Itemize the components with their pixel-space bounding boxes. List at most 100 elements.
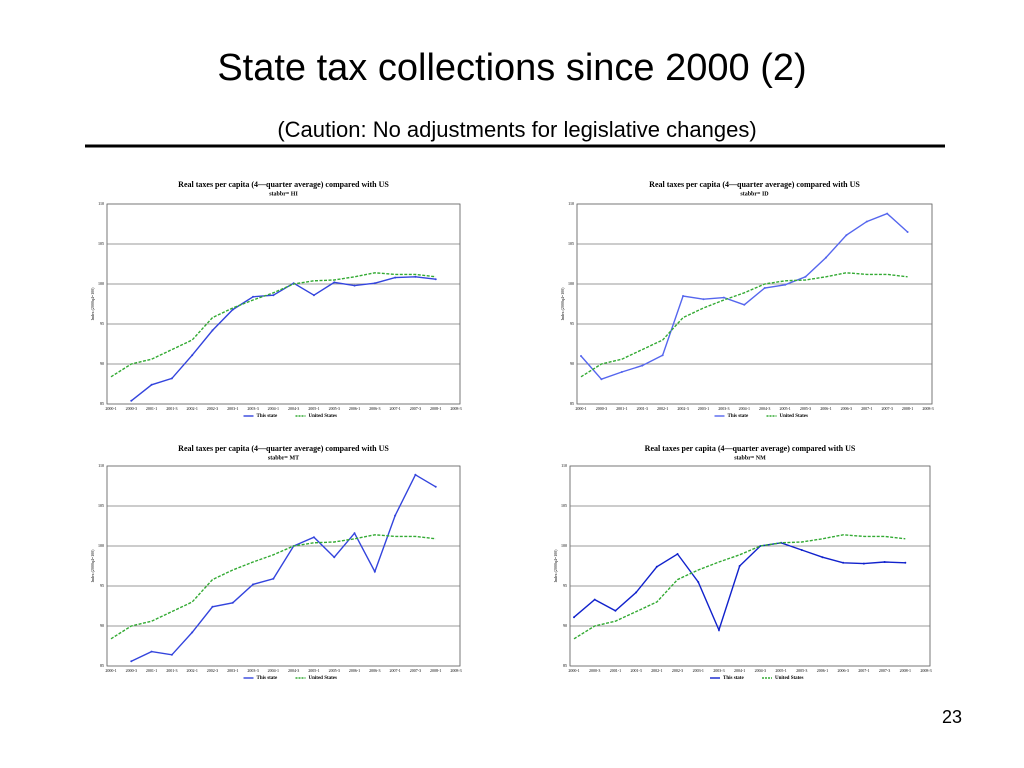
chart-subtitle: stabbr= NM [734, 455, 766, 461]
legend-label: This state [257, 414, 278, 419]
y-tick-label: 95 [100, 321, 104, 326]
point [414, 473, 417, 476]
y-tick-label: 100 [98, 543, 104, 548]
y-axis-label: Index (2000q4=100) [560, 287, 565, 321]
y-tick-label: 110 [98, 201, 104, 206]
y-tick-label: 90 [100, 361, 104, 366]
point [191, 354, 194, 357]
y-tick-label: 95 [570, 321, 574, 326]
y-tick-label: 100 [561, 543, 567, 548]
x-tick-label: 2006-1 [349, 406, 360, 411]
point [434, 278, 437, 281]
legend-label: United States [775, 676, 804, 681]
point [620, 371, 623, 373]
x-tick-label: 2004-3 [288, 406, 299, 411]
x-tick-label: 2001-3 [630, 668, 641, 673]
chart-title: Real taxes per capita (4—quarter average… [178, 444, 389, 453]
y-tick-label: 105 [561, 503, 567, 508]
y-axis-label: Index (2000q4=100) [553, 549, 558, 583]
page-number: 23 [942, 707, 962, 727]
x-tick-label: 2004-3 [755, 668, 766, 673]
y-tick-label: 100 [98, 281, 104, 286]
x-tick-label: 2002-1 [651, 668, 662, 673]
x-tick-label: 2002-1 [187, 406, 198, 411]
x-tick-label: 2000-1 [105, 668, 116, 673]
x-tick-label: 2000-3 [126, 406, 137, 411]
point [722, 296, 725, 299]
point [333, 556, 336, 559]
x-tick-label: 2008-3 [450, 406, 461, 411]
point [883, 561, 886, 563]
point [353, 284, 356, 287]
x-tick-label: 2006-3 [841, 406, 852, 411]
x-tick-label: 2003-1 [698, 406, 709, 411]
x-tick-label: 2004-3 [288, 668, 299, 673]
x-tick-label: 2005-3 [800, 406, 811, 411]
x-tick-label: 2002-3 [207, 406, 218, 411]
y-tick-label: 95 [563, 583, 567, 588]
x-tick-label: 2003-3 [718, 406, 729, 411]
legend-label: United States [309, 676, 338, 681]
x-tick-label: 2001-3 [637, 406, 648, 411]
x-tick-label: 2000-3 [596, 406, 607, 411]
y-tick-label: 85 [100, 663, 104, 668]
x-tick-label: 2006-3 [838, 668, 849, 673]
point [130, 660, 133, 663]
plot-frame [106, 203, 461, 405]
x-tick-label: 2005-1 [775, 668, 786, 673]
point [130, 399, 133, 402]
x-tick-label: 2003-3 [247, 406, 258, 411]
x-tick-label: 2002-1 [657, 406, 668, 411]
series-line [580, 272, 908, 378]
x-tick-label: 2005-3 [796, 668, 807, 673]
x-tick-label: 2004-3 [759, 406, 770, 411]
legend-label: This state [723, 676, 744, 681]
x-tick-label: 2005-1 [308, 668, 319, 673]
chart-title: Real taxes per capita (4—quarter average… [649, 180, 860, 189]
y-tick-label: 110 [98, 463, 104, 468]
point [394, 514, 397, 517]
x-tick-label: 2003-1 [227, 406, 238, 411]
series-line [130, 276, 436, 402]
point [150, 383, 153, 386]
point [906, 231, 909, 233]
point [573, 616, 575, 619]
legend-label: United States [780, 414, 809, 419]
x-tick-label: 2007-3 [410, 406, 421, 411]
y-tick-label: 110 [561, 463, 567, 468]
x-tick-label: 2006-1 [349, 668, 360, 673]
point [211, 329, 214, 332]
x-tick-label: 2004-1 [268, 406, 279, 411]
point [717, 629, 720, 631]
point [373, 570, 376, 573]
y-tick-label: 90 [563, 623, 567, 628]
point [655, 565, 658, 568]
point [842, 561, 845, 564]
x-tick-label: 2006-1 [817, 668, 828, 673]
y-tick-label: 105 [568, 241, 574, 246]
x-tick-label: 2005-1 [779, 406, 790, 411]
chart-subtitle: stabbr= MT [268, 455, 299, 461]
x-tick-label: 2007-1 [861, 406, 872, 411]
plot-frame [576, 203, 933, 405]
legend-label: United States [309, 414, 338, 419]
chart-panel: Real taxes per capita (4—quarter average… [90, 444, 462, 681]
x-tick-label: 2006-3 [369, 668, 380, 673]
y-tick-label: 95 [100, 583, 104, 588]
point [697, 581, 700, 583]
point [333, 281, 336, 284]
x-tick-label: 2007-1 [389, 406, 400, 411]
point [614, 609, 617, 612]
x-tick-label: 2008-3 [450, 668, 461, 673]
point [373, 282, 376, 285]
x-tick-label: 2003-1 [227, 668, 238, 673]
point [824, 256, 827, 259]
x-tick-label: 2008-1 [430, 406, 441, 411]
x-tick-label: 2002-1 [187, 668, 198, 673]
x-tick-label: 2008-3 [920, 668, 931, 673]
point [272, 577, 275, 580]
point [845, 234, 848, 237]
x-tick-label: 2005-1 [308, 406, 319, 411]
y-tick-label: 85 [563, 663, 567, 668]
x-tick-label: 2001-1 [610, 668, 621, 673]
